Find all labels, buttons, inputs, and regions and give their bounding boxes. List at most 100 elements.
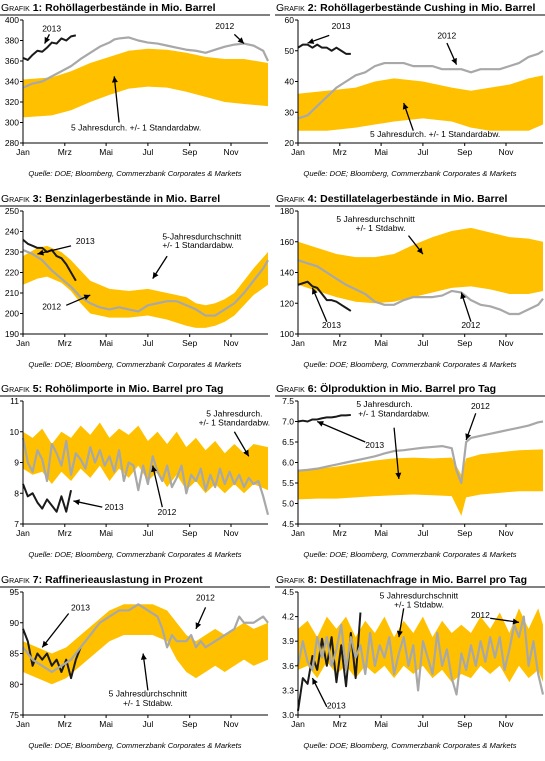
chart-title-prefix: Grafik	[276, 574, 305, 586]
x-tick-label: Jan	[291, 338, 305, 348]
chart-title: Grafik 6: Ölproduktion in Mio. Barrel pro …	[276, 382, 496, 395]
y-tick-label: 11	[10, 396, 19, 406]
chart-title-prefix: Grafik	[276, 2, 305, 14]
y-tick-label: 5.0	[282, 499, 294, 509]
annotation-label: 2013	[105, 502, 124, 512]
chart-title-number: 4:	[308, 193, 317, 205]
annotation-arrowhead	[37, 249, 44, 256]
chart-svg-7: Grafik 7: Raffinerieauslastung in Prozent 7…	[0, 574, 270, 750]
x-tick-label: Jul	[142, 528, 153, 538]
x-tick-label: Mrz	[333, 147, 347, 157]
annotation-arrowhead	[152, 271, 159, 279]
x-tick-label: Jan	[16, 147, 30, 157]
x-tick-label: Nov	[498, 719, 514, 729]
series-line-2012	[22, 36, 269, 89]
y-tick-label: 10	[10, 427, 20, 437]
band-5yr-avg	[23, 604, 268, 685]
y-tick-label: 95	[10, 587, 20, 597]
chart-panel-2: Grafik 2: Rohöllagerbestände Cushing in Mi…	[275, 0, 545, 188]
chart-panel-8: Grafik 8: Destillatenachfrage in Mio. Barr…	[275, 572, 545, 760]
annotation-label: 2013	[365, 440, 384, 450]
chart-title-number: 1:	[33, 2, 42, 14]
chart-title-prefix: Grafik	[276, 383, 305, 395]
annotation-label: 5 Jahresdurchschnitt	[109, 689, 188, 699]
x-tick-label: Mrz	[58, 719, 72, 729]
source-note: Quelle: DOE; Bloomberg, Commerzbank Corp…	[303, 741, 516, 750]
chart-title-prefix: Grafik	[1, 574, 30, 586]
annotation-label: 5-Jahresdurchschnitt	[162, 232, 242, 242]
x-tick-label: Jan	[291, 719, 305, 729]
series-line-2013	[297, 43, 351, 55]
chart-title: Grafik 8: Destillatenachfrage in Mio. Barr…	[276, 574, 527, 586]
series-line-2012	[297, 259, 544, 316]
annotation-label: 2012	[158, 507, 177, 517]
chart-title-text: Rohöllagerbestände Cushing in Mio. Barre…	[320, 2, 535, 14]
series-line-2013	[297, 280, 352, 312]
y-tick-label: 340	[5, 77, 19, 87]
x-tick-label: Jan	[16, 719, 30, 729]
series-line-2013	[22, 628, 82, 680]
x-tick-label: Jul	[142, 719, 153, 729]
chart-title-prefix: Grafik	[1, 2, 30, 14]
y-tick-label: 280	[5, 138, 19, 148]
y-tick-label: 7.5	[282, 396, 294, 406]
chart-panel-3: Grafik 3: Benzinlagerbestände in Mio. Barr…	[0, 191, 270, 379]
annotation-arrowhead	[44, 36, 51, 44]
y-tick-label: 120	[280, 298, 294, 308]
annotation-label: +/- 1 Stdabw.	[123, 698, 173, 708]
annotation-arrowhead	[307, 38, 315, 44]
y-tick-label: 300	[5, 118, 19, 128]
series-line-2012	[22, 603, 269, 674]
y-tick-label: 3.0	[282, 710, 294, 720]
y-tick-label: 140	[280, 268, 294, 278]
chart-title-prefix: Grafik	[276, 193, 305, 205]
y-tick-label: 6.0	[282, 458, 294, 468]
annotation-label: +/- 1 Standardabw.	[358, 409, 430, 419]
y-tick-label: 30	[285, 107, 295, 117]
x-tick-label: Mrz	[333, 528, 347, 538]
chart-title: Grafik 7: Raffinerieauslastung in Prozent	[1, 574, 203, 586]
chart-title-text: Rohölimporte in Mio. Barrel pro Tag	[45, 383, 223, 395]
x-tick-label: Jul	[417, 147, 428, 157]
annotation-arrow	[152, 465, 163, 508]
x-tick-label: Mrz	[333, 338, 347, 348]
chart-title: Grafik 4: Destillatelagerbestände in Mio. …	[276, 193, 508, 205]
annotation-label: 2012	[471, 401, 490, 411]
chart-title-prefix: Grafik	[1, 383, 30, 395]
source-note: Quelle: DOE; Bloomberg, Commerzbank Corp…	[28, 360, 241, 369]
chart-title-number: 6:	[308, 383, 317, 395]
x-tick-label: Mai	[99, 147, 113, 157]
chart-title: Grafik 5: Rohölimporte in Mio. Barrel pro …	[1, 383, 223, 395]
chart-panel-5: Grafik 5: Rohölimporte in Mio. Barrel pro …	[0, 381, 270, 569]
y-tick-label: 4.5	[282, 519, 294, 529]
annotation-arrow	[142, 653, 149, 691]
source-note: Quelle: DOE; Bloomberg, Commerzbank Corp…	[303, 550, 516, 559]
y-tick-label: 210	[5, 288, 19, 298]
chart-svg-4: Grafik 4: Destillatelagerbestände in Mio. …	[275, 193, 545, 369]
annotation-label: +/- 1 Stdabw.	[394, 600, 444, 610]
band-5yr-avg	[298, 75, 543, 131]
annotation-arrowhead	[83, 294, 91, 301]
source-note: Quelle: DOE; Bloomberg, Commerzbank Corp…	[28, 550, 241, 559]
annotation-label: 5 Jahresdurch. +/- 1 Standardabw.	[370, 129, 500, 139]
chart-title-number: 2:	[308, 2, 317, 14]
y-tick-label: 5.5	[282, 478, 294, 488]
annotation-arrowhead	[395, 472, 402, 479]
x-tick-label: Mai	[374, 528, 388, 538]
y-tick-label: 20	[285, 138, 295, 148]
source-note: Quelle: DOE; Bloomberg, Commerzbank Corp…	[303, 169, 516, 178]
x-tick-label: Mai	[374, 147, 388, 157]
y-tick-label: 7.0	[282, 417, 294, 427]
y-tick-label: 8	[14, 488, 19, 498]
annotation-arrow	[316, 420, 366, 443]
chart-svg-8: Grafik 8: Destillatenachfrage in Mio. Barr…	[275, 574, 545, 750]
y-tick-label: 3.6	[282, 661, 294, 671]
chart-title: Grafik 2: Rohöllagerbestände Cushing in Mi…	[276, 2, 535, 14]
chart-title-text: Destillatenachfrage in Mio. Barrel pro T…	[320, 574, 527, 586]
annotation-label: 2013	[322, 320, 341, 330]
annotation-arrowhead	[195, 622, 202, 629]
annotation-arrowhead	[151, 465, 157, 473]
annotation-label: +/- 1 Standardabw.	[199, 418, 271, 428]
y-tick-label: 60	[285, 15, 295, 25]
y-tick-label: 75	[10, 710, 20, 720]
